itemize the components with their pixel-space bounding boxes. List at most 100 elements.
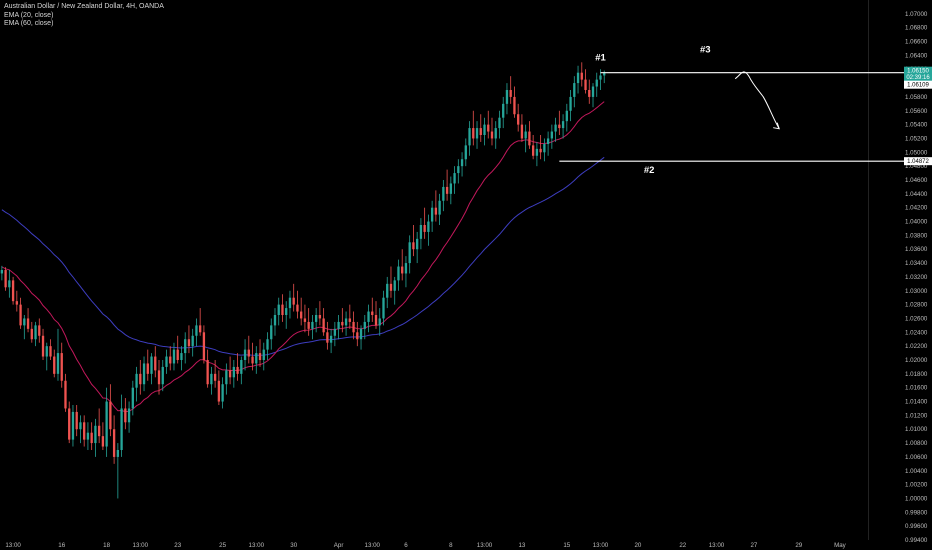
candle-body[interactable] bbox=[34, 325, 37, 340]
candle-body[interactable] bbox=[236, 366, 239, 374]
candle-body[interactable] bbox=[191, 335, 194, 347]
candle-body[interactable] bbox=[472, 128, 475, 139]
candle-body[interactable] bbox=[524, 131, 527, 139]
candle-body[interactable] bbox=[296, 304, 299, 312]
candle-body[interactable] bbox=[217, 380, 221, 402]
candle-body[interactable] bbox=[26, 318, 30, 329]
candle-body[interactable] bbox=[580, 72, 583, 80]
candle-body[interactable] bbox=[292, 297, 295, 305]
candle-body[interactable] bbox=[255, 353, 258, 364]
candle-body[interactable] bbox=[359, 328, 363, 340]
candle-body[interactable] bbox=[225, 370, 228, 385]
candle-body[interactable] bbox=[445, 186, 449, 194]
candle-body[interactable] bbox=[300, 311, 303, 319]
candle-body[interactable] bbox=[389, 283, 393, 291]
candle-body[interactable] bbox=[15, 301, 18, 305]
candle-body[interactable] bbox=[468, 128, 471, 146]
candle-body[interactable] bbox=[554, 124, 557, 132]
candle-body[interactable] bbox=[539, 148, 542, 153]
candle-body[interactable] bbox=[599, 75, 602, 80]
candle-body[interactable] bbox=[453, 173, 456, 184]
candle-body[interactable] bbox=[374, 315, 378, 326]
candle-body[interactable] bbox=[131, 387, 134, 409]
candle-body[interactable] bbox=[434, 207, 438, 215]
candle-body[interactable] bbox=[187, 339, 191, 347]
candle-body[interactable] bbox=[573, 83, 576, 97]
candle-body[interactable] bbox=[38, 325, 41, 336]
candle-body[interactable] bbox=[146, 363, 149, 374]
candle-body[interactable] bbox=[30, 328, 33, 340]
candle-body[interactable] bbox=[378, 318, 381, 326]
candle-body[interactable] bbox=[531, 145, 535, 156]
candle-body[interactable] bbox=[569, 96, 572, 111]
candle-body[interactable] bbox=[150, 356, 153, 374]
candle-body[interactable] bbox=[603, 72, 606, 76]
candle-body[interactable] bbox=[430, 207, 434, 222]
candle-body[interactable] bbox=[266, 339, 269, 350]
candle-body[interactable] bbox=[382, 297, 385, 319]
candle-body[interactable] bbox=[199, 325, 202, 333]
candle-body[interactable] bbox=[11, 280, 15, 302]
candle-body[interactable] bbox=[112, 429, 116, 457]
candle-body[interactable] bbox=[142, 363, 146, 385]
candle-body[interactable] bbox=[490, 131, 494, 139]
candle-body[interactable] bbox=[449, 183, 452, 194]
candle-body[interactable] bbox=[438, 200, 441, 215]
candle-body[interactable] bbox=[75, 411, 78, 430]
candle-body[interactable] bbox=[543, 144, 546, 153]
candle-body[interactable] bbox=[460, 159, 464, 167]
candle-body[interactable] bbox=[262, 349, 265, 360]
candle-body[interactable] bbox=[94, 425, 97, 444]
candle-body[interactable] bbox=[232, 366, 235, 378]
candle-body[interactable] bbox=[161, 366, 164, 385]
candle-body[interactable] bbox=[464, 145, 467, 160]
candle-body[interactable] bbox=[288, 297, 292, 309]
candle-body[interactable] bbox=[550, 131, 554, 139]
candle-body[interactable] bbox=[561, 121, 565, 129]
candle-body[interactable] bbox=[498, 117, 501, 129]
candle-body[interactable] bbox=[591, 86, 595, 97]
candle-body[interactable] bbox=[172, 349, 176, 364]
candle-body[interactable] bbox=[505, 90, 509, 104]
candle-body[interactable] bbox=[487, 124, 490, 132]
candle-body[interactable] bbox=[101, 436, 105, 447]
candle-body[interactable] bbox=[520, 124, 524, 139]
candle-body[interactable] bbox=[277, 304, 280, 315]
candle-body[interactable] bbox=[303, 318, 307, 322]
candle-body[interactable] bbox=[442, 186, 445, 201]
candle-body[interactable] bbox=[565, 110, 568, 122]
candle-body[interactable] bbox=[109, 401, 112, 430]
candle-body[interactable] bbox=[86, 432, 90, 440]
candle-body[interactable] bbox=[479, 128, 482, 135]
candle-body[interactable] bbox=[270, 325, 273, 340]
candle-body[interactable] bbox=[124, 408, 127, 423]
candle-body[interactable] bbox=[576, 72, 580, 84]
candle-body[interactable] bbox=[285, 308, 288, 315]
candle-body[interactable] bbox=[71, 411, 75, 440]
candle-body[interactable] bbox=[206, 360, 209, 385]
candle-body[interactable] bbox=[4, 270, 7, 288]
candle-body[interactable] bbox=[213, 373, 217, 381]
candle-body[interactable] bbox=[240, 360, 243, 374]
candle-body[interactable] bbox=[483, 124, 486, 135]
candle-body[interactable] bbox=[169, 356, 172, 364]
candle-body[interactable] bbox=[584, 79, 587, 90]
candle-body[interactable] bbox=[105, 401, 108, 447]
candle-body[interactable] bbox=[228, 370, 232, 378]
candle-body[interactable] bbox=[588, 90, 591, 97]
candle-body[interactable] bbox=[535, 148, 539, 156]
candle-body[interactable] bbox=[127, 408, 131, 423]
candle-body[interactable] bbox=[258, 353, 262, 360]
candle-body[interactable] bbox=[412, 242, 415, 250]
candle-body[interactable] bbox=[344, 318, 348, 326]
candle-body[interactable] bbox=[8, 280, 11, 288]
candle-body[interactable] bbox=[408, 242, 411, 264]
candle-body[interactable] bbox=[416, 238, 419, 250]
candle-body[interactable] bbox=[326, 332, 329, 343]
candle-body[interactable] bbox=[195, 325, 198, 336]
candle-body[interactable] bbox=[97, 425, 101, 437]
candle-body[interactable] bbox=[401, 266, 404, 274]
candle-body[interactable] bbox=[60, 353, 63, 381]
